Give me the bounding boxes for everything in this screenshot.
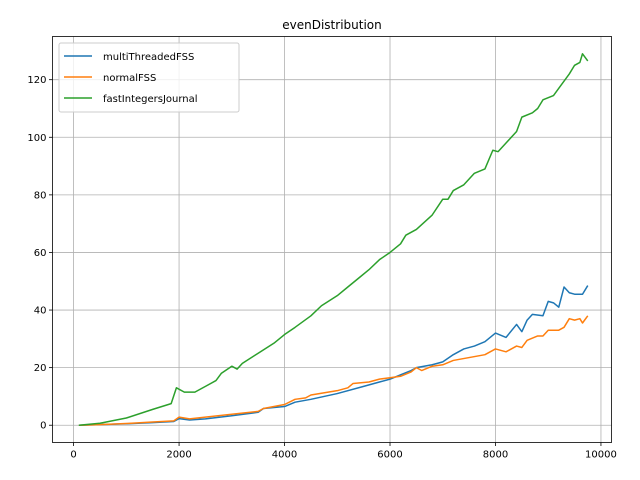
x-tick-label: 4000 — [272, 450, 297, 461]
x-tick-label: 8000 — [483, 450, 508, 461]
x-tick-label: 10000 — [585, 450, 617, 461]
grid — [52, 36, 612, 443]
y-tick-label: 80 — [34, 190, 47, 201]
y-tick-label: 60 — [34, 248, 47, 259]
y-tick-label: 100 — [27, 133, 46, 144]
series-line-multiThreadedFSS — [78, 285, 589, 426]
x-tick-label: 0 — [70, 450, 76, 461]
legend-label: fastIntegersJournal — [103, 94, 198, 105]
y-tick-label: 120 — [27, 75, 46, 86]
legend: multiThreadedFSS normalFSS fastIntegersJou… — [58, 42, 240, 113]
y-tick-label: 20 — [34, 363, 47, 374]
chart-title: evenDistribution — [282, 18, 381, 32]
x-tick-label: 2000 — [166, 450, 191, 461]
legend-label: normalFSS — [103, 73, 156, 84]
y-tick-label: 40 — [34, 306, 47, 317]
series-line-normalFSS — [78, 315, 589, 426]
legend-label: multiThreadedFSS — [103, 52, 194, 63]
legend-box — [58, 42, 240, 113]
x-tick-label: 6000 — [377, 450, 402, 461]
axis-ticks: 0 2000 4000 6000 8000 10000 0 20 40 60 80 100 120 — [27, 75, 616, 460]
plot-frame — [52, 36, 612, 443]
series-line-fastIntegersJournal — [78, 53, 589, 426]
series-layer — [78, 53, 589, 426]
y-tick-label: 0 — [40, 421, 46, 432]
